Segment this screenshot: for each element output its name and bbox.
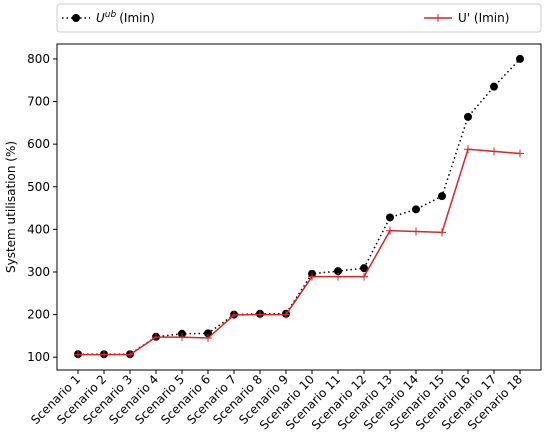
data-point-plus: [100, 350, 108, 359]
y-tick-label: 600: [27, 137, 50, 151]
series-line-1: [78, 148, 521, 356]
legend-label-upper-bound-rest: (Imin): [119, 11, 155, 25]
data-point-plus: [308, 272, 316, 281]
data-point-circle: [386, 213, 394, 222]
data-point-plus: [412, 227, 420, 236]
y-tick-label: 500: [27, 180, 50, 194]
data-point-plus: [360, 272, 368, 281]
y-ticks: 100 200 300 400 500 600 700 800: [27, 52, 57, 364]
series-line-0: [78, 58, 521, 355]
data-point-circle: [360, 264, 368, 273]
legend: Uub (Imin) U' (Imin): [56, 3, 542, 33]
data-point-plus: [74, 350, 82, 359]
y-tick-label: 200: [27, 308, 50, 322]
data-point-plus: [178, 333, 186, 342]
legend-label-upper-bound-prefix: U: [96, 11, 105, 25]
legend-entry-u-prime[interactable]: U' (Imin): [424, 11, 509, 25]
legend-marker-upper-bound: [72, 14, 80, 22]
data-point-plus: [516, 149, 524, 158]
legend-entry-upper-bound[interactable]: Uub (Imin): [62, 10, 155, 25]
legend-label-u-prime: U' (Imin): [458, 11, 509, 25]
legend-marker-u-prime: [434, 14, 442, 22]
legend-label-upper-bound: Uub (Imin): [96, 10, 155, 25]
data-point-circle: [490, 82, 498, 91]
y-axis-label: System utilisation (%): [4, 141, 18, 273]
y-tick-label: 700: [27, 95, 50, 109]
data-point-plus: [386, 226, 394, 235]
y-tick-label: 400: [27, 222, 50, 236]
y-tick-label: 800: [27, 52, 50, 66]
data-point-plus: [152, 333, 160, 342]
data-point-plus: [334, 272, 342, 281]
data-point-circle: [334, 267, 342, 276]
data-point-plus: [256, 310, 264, 319]
data-point-circle: [516, 54, 524, 63]
data-point-circle: [412, 205, 420, 214]
data-point-plus: [204, 334, 212, 343]
series-layer: [74, 54, 524, 359]
data-point-plus: [126, 350, 134, 359]
data-point-circle: [464, 112, 472, 121]
data-point-plus: [490, 147, 498, 156]
data-point-plus: [464, 145, 472, 154]
plot-area: [56, 43, 542, 371]
y-tick-label: 300: [27, 265, 50, 279]
data-point-plus: [230, 311, 238, 320]
y-tick-label: 100: [27, 350, 50, 364]
legend-frame: [56, 3, 542, 33]
data-point-plus: [282, 310, 290, 319]
data-point-plus: [438, 228, 446, 237]
data-point-circle: [438, 192, 446, 201]
legend-label-upper-bound-sup: ub: [105, 10, 117, 20]
